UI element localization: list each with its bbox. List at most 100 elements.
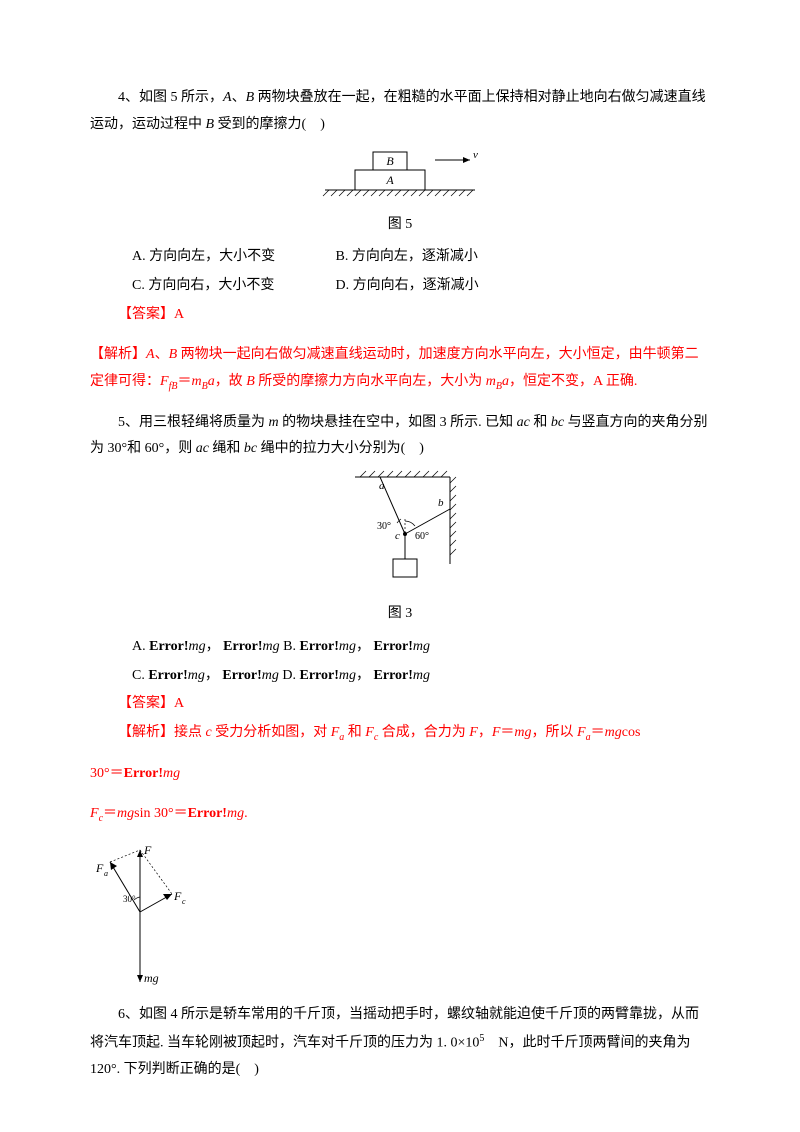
- svg-text:mg: mg: [144, 971, 159, 985]
- q4-opt-d: D. 方向向右，逐渐减小: [336, 273, 536, 300]
- q4-text-d: 受到的摩擦力( ): [214, 117, 325, 132]
- q5-mg-7: mg: [339, 668, 356, 683]
- q4-exp-a2: a: [208, 374, 215, 389]
- q5-opt-a-pre: A.: [132, 639, 146, 654]
- q4-stem: 4、如图 5 所示，A、B 两物块叠放在一起，在粗糙的水平面上保持相对静止地向右…: [90, 85, 710, 138]
- q4-exp-e: 所受的摩擦力方向水平向左，大小为: [255, 374, 486, 389]
- q4-exp-eq2: ＝: [177, 374, 191, 389]
- q5-text-c: 和: [530, 415, 551, 430]
- q4-options: A. 方向向左，大小不变 B. 方向向左，逐渐减小 C. 方向向右，大小不变 D…: [132, 244, 710, 299]
- q5-exp-f: ，所以: [532, 725, 578, 740]
- q5-m: m: [269, 415, 279, 430]
- q4-exp-b: 、: [155, 347, 169, 362]
- q5-text-f: 绳中的拉力大小分别为( ): [257, 441, 424, 456]
- svg-text:c: c: [182, 897, 186, 906]
- q5-err-6: Error!: [222, 668, 261, 683]
- q5-text-a: 5、用三根轻绳将质量为: [118, 415, 269, 430]
- q5-c-4: ，: [356, 668, 370, 683]
- q4-B: B: [246, 90, 255, 105]
- q5-err-8: Error!: [374, 668, 413, 683]
- q5-err-5: Error!: [148, 668, 187, 683]
- q5-ac: ac: [517, 415, 530, 430]
- q5-fig-caption: 图 3: [90, 601, 710, 628]
- q5-line3-p: .: [244, 806, 248, 821]
- q5-force-diagram: F F a F c 30° mg: [90, 842, 710, 1003]
- q5-err-9: Error!: [124, 766, 163, 781]
- q5-mg-2: mg: [263, 639, 280, 654]
- q4-exp-B: B: [169, 347, 178, 362]
- q4-figure: A B v: [90, 144, 710, 210]
- q5-mg-5: mg: [188, 668, 205, 683]
- q4-exp-A: A: [146, 347, 155, 362]
- q5-opt-b-pre: B.: [283, 639, 296, 654]
- q5-c-3: ，: [205, 668, 219, 683]
- q5-mg-9: mg: [163, 766, 180, 781]
- q5-mg-1: mg: [189, 639, 206, 654]
- q5-exp-mg2: mg: [605, 725, 622, 740]
- svg-text:a: a: [379, 480, 385, 492]
- q5-exp-line3: Fc＝mgsin 30°＝Error!mg.: [90, 801, 710, 828]
- q5-line2-a: 30°＝: [90, 766, 124, 781]
- q4-text-a: 4、如图 5 所示，: [118, 90, 223, 105]
- q4-exp-f: ，恒定不变，A 正确.: [509, 374, 637, 389]
- q5-answer: 【答案】A: [90, 691, 710, 718]
- q5-exp-c2: 和: [344, 725, 365, 740]
- q5-err-2: Error!: [223, 639, 262, 654]
- q5-mg-6: mg: [262, 668, 279, 683]
- q5-opt-d-pre: D.: [282, 668, 296, 683]
- q5-text-e: 绳和: [209, 441, 244, 456]
- q5-exp-d: 合成，合力为: [378, 725, 469, 740]
- q4-A: A: [223, 90, 232, 105]
- q5-err-7: Error!: [300, 668, 339, 683]
- q5-exp-Fa2: F: [577, 725, 586, 740]
- q5-err-10: Error!: [188, 806, 227, 821]
- svg-text:60°: 60°: [415, 531, 429, 542]
- q5-ac2: ac: [196, 441, 209, 456]
- q4-explanation: 【解析】A、B 两物块一起向右做匀减速直线运动时，加速度方向水平向左，大小恒定，…: [90, 342, 710, 395]
- svg-text:F: F: [143, 843, 152, 857]
- q5-err-4: Error!: [374, 639, 413, 654]
- q4-text-b: 、: [232, 90, 246, 105]
- q5-exp-Fc: F: [365, 725, 374, 740]
- q6-stem: 6、如图 4 所示是轿车常用的千斤顶，当摇动把手时，螺纹轴就能迫使千斤顶的两臂靠…: [90, 1002, 710, 1083]
- q4-exp-m: m: [191, 374, 201, 389]
- q5-exp-b: 受力分析如图，对: [212, 725, 331, 740]
- q5-text-b: 的物块悬挂在空中，如图 3 所示. 已知: [279, 415, 517, 430]
- q5-exp-e: ，: [478, 725, 492, 740]
- svg-text:v: v: [473, 149, 478, 161]
- q5-exp-mg: mg: [514, 725, 531, 740]
- q5-err-1: Error!: [149, 639, 188, 654]
- q4-answer: 【答案】A: [90, 302, 710, 329]
- q5-stem: 5、用三根轻绳将质量为 m 的物块悬挂在空中，如图 3 所示. 已知 ac 和 …: [90, 410, 710, 463]
- q5-mg-4: mg: [413, 639, 430, 654]
- q5-exp-F: F: [469, 725, 478, 740]
- q5-explanation: 【解析】接点 c 受力分析如图，对 Fa 和 Fc 合成，合力为 F，F＝mg，…: [90, 720, 710, 747]
- svg-text:30°: 30°: [377, 521, 391, 532]
- q5-bc2: bc: [244, 441, 257, 456]
- q5-exp-eq: ＝: [500, 725, 514, 740]
- q4-B2: B: [206, 117, 215, 132]
- svg-text:F: F: [95, 861, 104, 875]
- q5-line3-b: sin 30°＝: [134, 806, 187, 821]
- q5-err-3: Error!: [300, 639, 339, 654]
- svg-text:A: A: [385, 173, 394, 187]
- q4-exp-d: ，故: [215, 374, 247, 389]
- svg-text:a: a: [104, 869, 108, 878]
- q5-exp-a: 【解析】接点: [118, 725, 206, 740]
- q4-exp-B2: B: [246, 374, 255, 389]
- q4-exp-a3: a: [502, 374, 509, 389]
- svg-text:b: b: [438, 497, 444, 509]
- q5-c-1: ，: [206, 639, 220, 654]
- q5-bc: bc: [551, 415, 564, 430]
- q5-figure: 30° 60° a b c: [90, 469, 710, 600]
- q4-exp-F: F: [160, 374, 169, 389]
- q5-mg-3: mg: [339, 639, 356, 654]
- svg-text:30°: 30°: [123, 894, 136, 904]
- q4-opt-b: B. 方向向左，逐渐减小: [336, 244, 536, 271]
- q5-exp-Fa: F: [331, 725, 340, 740]
- q4-exp-m2: m: [486, 374, 496, 389]
- svg-text:B: B: [386, 154, 394, 168]
- q4-opt-a: A. 方向向左，大小不变: [132, 244, 332, 271]
- q5-c-2: ，: [356, 639, 370, 654]
- q4-fig-caption: 图 5: [90, 212, 710, 239]
